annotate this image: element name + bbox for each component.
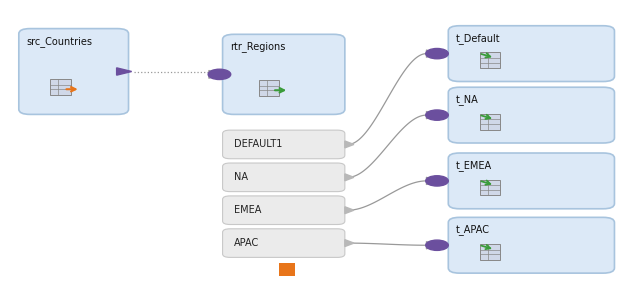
FancyBboxPatch shape — [448, 153, 614, 209]
Text: t_EMEA: t_EMEA — [456, 160, 492, 171]
FancyBboxPatch shape — [223, 163, 345, 192]
Text: APAC: APAC — [234, 238, 259, 248]
FancyBboxPatch shape — [50, 79, 70, 95]
Text: rtr_Regions: rtr_Regions — [230, 41, 285, 52]
Text: t_NA: t_NA — [456, 94, 478, 105]
FancyBboxPatch shape — [223, 34, 345, 114]
Polygon shape — [345, 174, 354, 181]
FancyBboxPatch shape — [223, 130, 345, 159]
Polygon shape — [426, 241, 436, 249]
Text: EMEA: EMEA — [234, 205, 261, 215]
Text: src_Countries: src_Countries — [26, 36, 92, 47]
FancyBboxPatch shape — [448, 217, 614, 273]
Text: t_Default: t_Default — [456, 33, 500, 44]
FancyBboxPatch shape — [259, 80, 279, 96]
Polygon shape — [345, 207, 354, 214]
Text: t_APAC: t_APAC — [456, 225, 490, 235]
Polygon shape — [426, 111, 436, 119]
FancyBboxPatch shape — [480, 114, 500, 130]
FancyBboxPatch shape — [480, 52, 500, 68]
Text: —: — — [282, 265, 292, 275]
FancyBboxPatch shape — [448, 87, 614, 143]
Polygon shape — [426, 50, 436, 57]
Text: NA: NA — [234, 172, 248, 182]
FancyBboxPatch shape — [279, 263, 295, 276]
FancyBboxPatch shape — [480, 244, 500, 260]
Circle shape — [426, 48, 448, 59]
FancyBboxPatch shape — [223, 196, 345, 225]
Polygon shape — [117, 68, 132, 75]
FancyBboxPatch shape — [223, 229, 345, 257]
Polygon shape — [209, 70, 220, 78]
FancyBboxPatch shape — [448, 26, 614, 82]
Polygon shape — [426, 177, 436, 185]
Polygon shape — [345, 240, 354, 247]
Circle shape — [426, 176, 448, 186]
Circle shape — [208, 69, 231, 80]
Polygon shape — [345, 141, 354, 148]
Circle shape — [426, 110, 448, 120]
Text: DEFAULT1: DEFAULT1 — [234, 140, 282, 149]
Circle shape — [426, 240, 448, 251]
FancyBboxPatch shape — [480, 180, 500, 195]
FancyBboxPatch shape — [19, 29, 129, 114]
